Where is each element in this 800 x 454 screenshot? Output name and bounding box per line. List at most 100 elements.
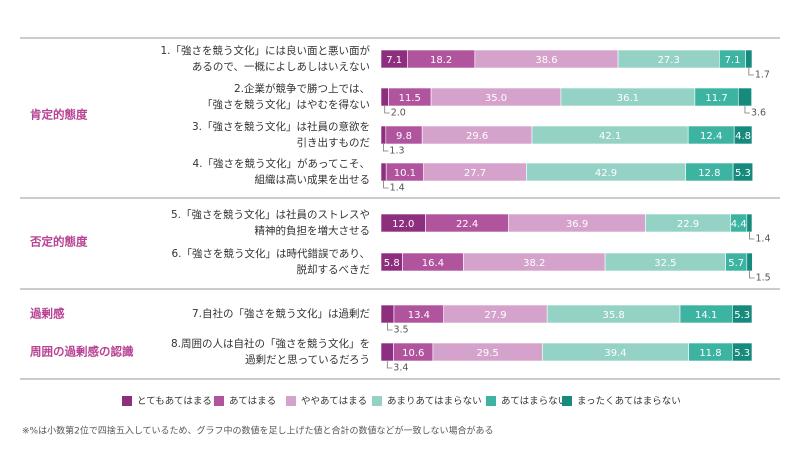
- value-label: 16.4: [422, 258, 444, 269]
- group-label: 周囲の過剰感の認識: [30, 345, 134, 359]
- value-label: 10.6: [402, 348, 424, 359]
- value-label: 27.9: [484, 310, 506, 321]
- legend-label: あてはまらない: [501, 396, 567, 407]
- callout: [383, 144, 389, 152]
- legend-swatch: [214, 396, 224, 406]
- bar-segment: [380, 162, 387, 182]
- value-label: 27.3: [658, 55, 680, 66]
- value-label: 12.4: [700, 131, 722, 142]
- legend-label: ややあてはまる: [301, 396, 367, 407]
- bar-segment: [745, 49, 753, 69]
- value-label: 36.9: [566, 219, 588, 230]
- category-label: 5.「強さを競う文化」は社員のストレスや: [171, 208, 370, 221]
- value-label: 39.4: [604, 348, 626, 359]
- group-label: 肯定的態度: [30, 108, 88, 122]
- callout: [744, 106, 750, 114]
- value-label: 3.4: [393, 363, 408, 374]
- value-label: 4.4: [731, 219, 747, 230]
- value-label: 35.0: [485, 93, 507, 104]
- value-label: 2.0: [391, 108, 406, 119]
- category-label: 1.「強さを競う文化」には良い面と悪い面が: [160, 44, 370, 57]
- category-label: 8.周囲の人は自社の「強さを競う文化」を: [171, 337, 370, 350]
- bar-segment: [732, 342, 753, 362]
- value-label: 4.8: [735, 131, 751, 142]
- category-label: 過剰だと思っているだろう: [245, 354, 370, 366]
- value-label: 12.0: [392, 219, 414, 230]
- value-label: 10.1: [394, 168, 416, 179]
- value-label: 3.6: [751, 108, 766, 119]
- value-label: 1.4: [755, 234, 770, 245]
- callout: [748, 68, 754, 76]
- value-label: 3.5: [393, 325, 408, 336]
- value-label: 5.3: [735, 168, 751, 179]
- legend-swatch: [286, 396, 296, 406]
- bar-segment: [732, 304, 753, 324]
- bar-segment: [746, 252, 753, 272]
- value-label: 7.1: [725, 55, 741, 66]
- bar-segment: [746, 213, 753, 233]
- value-label: 35.8: [602, 310, 624, 321]
- value-label: 5.3: [734, 348, 750, 359]
- value-label: 12.8: [698, 168, 720, 179]
- legend-swatch: [372, 396, 382, 406]
- value-label: 18.2: [430, 55, 452, 66]
- value-label: 1.4: [390, 183, 405, 194]
- value-label: 9.8: [396, 131, 412, 142]
- value-label: 11.5: [399, 93, 421, 104]
- group-label: 否定的態度: [29, 235, 88, 249]
- value-label: 29.6: [466, 131, 488, 142]
- group-label: 過剰感: [29, 307, 65, 321]
- value-label: 5.8: [384, 258, 400, 269]
- value-label: 11.7: [705, 93, 727, 104]
- value-label: 42.1: [599, 131, 621, 142]
- value-label: 11.8: [699, 348, 721, 359]
- value-label: 1.7: [755, 70, 770, 81]
- bar-segment: [737, 87, 752, 107]
- legend-label: あてはまる: [229, 396, 276, 407]
- value-label: 32.5: [654, 258, 676, 269]
- value-label: 29.5: [477, 348, 499, 359]
- category-label: 3.「強さを競う文化」は社員の意欲を: [192, 120, 370, 133]
- category-label: 精神的負担を増大させる: [255, 224, 371, 237]
- category-label: 4.「強さを競う文化」があってこそ、: [193, 157, 371, 170]
- callout: [749, 271, 755, 279]
- value-label: 22.9: [677, 219, 699, 230]
- category-label: 2.企業が競争で勝つ上では、: [234, 82, 370, 95]
- legend-swatch: [486, 396, 496, 406]
- category-label: 「強さを競う文化」はやむを得ない: [202, 98, 370, 111]
- value-label: 1.3: [389, 146, 404, 157]
- category-label: 脱却するべきだ: [297, 263, 371, 276]
- value-label: 38.2: [523, 258, 545, 269]
- bar-segment: [380, 87, 389, 107]
- bar-segment: [733, 125, 753, 145]
- legend-label: まったくあてはまらない: [577, 396, 681, 407]
- value-label: 13.4: [408, 310, 430, 321]
- bar-segment: [380, 125, 387, 145]
- legend-swatch: [562, 396, 572, 406]
- callout: [387, 323, 393, 331]
- value-label: 1.5: [756, 273, 771, 284]
- category-label: 6.「強さを競う文化」は時代錯誤であり、: [172, 247, 371, 260]
- callout: [384, 106, 390, 114]
- footnote: ※%は小数第2位で四捨五入しているため、グラフ中の数値を足し上げた値と合計の数値…: [22, 425, 494, 437]
- callout: [383, 181, 389, 189]
- callout: [749, 232, 755, 240]
- value-label: 5.3: [734, 310, 750, 321]
- legend-label: とてもあてはまる: [137, 396, 212, 407]
- bar-segment: [380, 342, 394, 362]
- legend-label: あまりあてはまらない: [387, 396, 482, 407]
- category-label: あるので、一概によしあしはいえない: [192, 60, 370, 73]
- value-label: 27.7: [464, 168, 486, 179]
- category-label: 7.自社の「強さを競う文化」は過剰だ: [192, 307, 370, 320]
- legend-swatch: [122, 396, 132, 406]
- value-label: 42.9: [595, 168, 617, 179]
- value-label: 36.1: [617, 93, 639, 104]
- callout: [386, 361, 393, 369]
- value-label: 7.1: [386, 55, 402, 66]
- value-label: 22.4: [456, 219, 478, 230]
- value-label: 14.1: [695, 310, 717, 321]
- value-label: 5.7: [728, 258, 744, 269]
- value-label: 38.6: [535, 55, 557, 66]
- bar-segment: [732, 162, 754, 182]
